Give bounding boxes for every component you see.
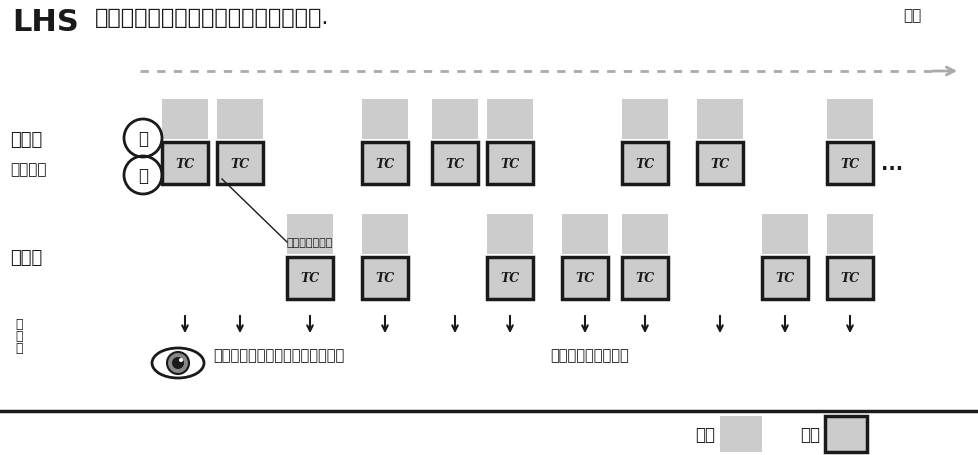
Text: （交代）: （交代）	[10, 162, 46, 177]
Bar	[621, 143, 667, 185]
Text: TC: TC	[635, 272, 654, 285]
Text: LHS: LHS	[12, 8, 78, 37]
Text: 聞: 聞	[138, 130, 148, 148]
Bar	[161, 100, 207, 140]
Bar	[826, 100, 872, 140]
Ellipse shape	[152, 348, 203, 378]
Bar	[824, 416, 867, 452]
Bar	[486, 258, 532, 299]
Bar	[431, 100, 477, 140]
Text: TC: TC	[635, 157, 654, 170]
Bar	[621, 100, 667, 140]
Bar	[217, 143, 263, 185]
Bar	[287, 258, 333, 299]
Text: ・: ・	[15, 341, 22, 354]
Bar	[561, 258, 607, 299]
Text: TC: TC	[375, 272, 394, 285]
Bar	[761, 214, 807, 254]
Bar	[621, 214, 667, 254]
Text: （追加／改訂可能）: （追加／改訂可能）	[550, 348, 628, 363]
Text: TC: TC	[175, 157, 195, 170]
Text: TC: TC	[839, 272, 859, 285]
Text: TC: TC	[839, 157, 859, 170]
Bar	[362, 214, 408, 254]
Bar	[561, 214, 607, 254]
Text: 家族１: 家族１	[10, 131, 42, 149]
Bar	[826, 258, 872, 299]
Text: エピソードごとに第三者の閲覧が可能.: エピソードごとに第三者の閲覧が可能.	[95, 8, 329, 28]
Text: TC: TC	[445, 157, 465, 170]
Bar	[486, 100, 532, 140]
Bar	[287, 214, 333, 254]
Text: 蓄積: 蓄積	[902, 8, 920, 23]
Circle shape	[179, 358, 183, 362]
Bar	[161, 143, 207, 185]
Text: 家族２: 家族２	[10, 248, 42, 267]
Bar	[621, 258, 667, 299]
Text: TC: TC	[775, 272, 794, 285]
Text: 書く: 書く	[799, 425, 820, 443]
Text: ・: ・	[15, 329, 22, 342]
Bar	[486, 214, 532, 254]
Text: トピックカード: トピックカード	[287, 238, 333, 248]
Text: 書: 書	[138, 167, 148, 185]
Bar	[696, 100, 742, 140]
Text: TC: TC	[710, 157, 729, 170]
Bar	[826, 214, 872, 254]
Text: TC: TC	[375, 157, 394, 170]
Bar	[217, 100, 263, 140]
Text: TC: TC	[230, 157, 249, 170]
Text: TC: TC	[500, 157, 519, 170]
Circle shape	[172, 357, 184, 369]
Bar	[486, 143, 532, 185]
Bar	[362, 258, 408, 299]
Text: 聞く: 聞く	[694, 425, 714, 443]
Bar	[761, 258, 807, 299]
Text: TC: TC	[300, 272, 319, 285]
Text: ...: ...	[880, 154, 902, 173]
Bar	[719, 416, 761, 452]
Text: TC: TC	[500, 272, 519, 285]
Bar	[826, 143, 872, 185]
Bar	[696, 143, 742, 185]
Bar	[362, 143, 408, 185]
Text: 閲覧（家族や許可された第三者）: 閲覧（家族や許可された第三者）	[213, 348, 344, 363]
Text: ・: ・	[15, 317, 22, 330]
Text: TC: TC	[575, 272, 594, 285]
Bar	[431, 143, 477, 185]
Circle shape	[167, 352, 189, 374]
Bar	[362, 100, 408, 140]
